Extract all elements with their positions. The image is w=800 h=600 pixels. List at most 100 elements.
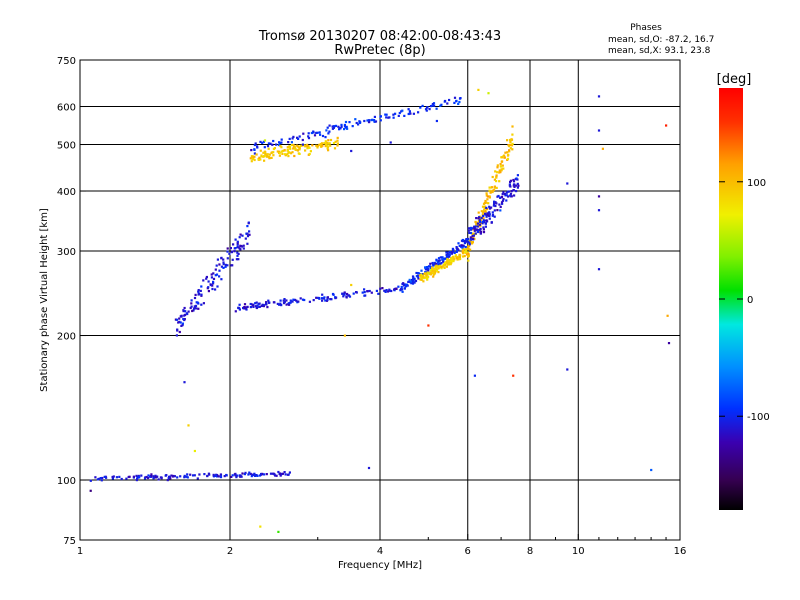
data-point [185,475,188,478]
data-point [217,475,220,478]
data-point [289,301,292,304]
data-point [269,472,273,475]
data-point [247,473,250,476]
data-point [203,473,206,476]
data-point [282,299,285,302]
data-point [278,152,281,155]
data-point [262,155,265,158]
data-point [511,142,514,145]
data-point [410,282,413,285]
y-tick-label: 400 [57,187,76,198]
data-point [291,300,294,303]
data-point [202,302,205,305]
data-point [409,280,412,283]
data-point [430,266,434,269]
data-point [455,249,459,252]
data-point [325,142,328,145]
data-point [424,268,427,271]
data-point [324,145,327,148]
y-tick-label: 600 [57,103,76,114]
data-point [216,258,219,261]
data-point [267,142,270,145]
data-point [318,143,321,146]
data-point [186,476,189,479]
data-point [453,251,456,254]
data-point [267,299,270,302]
data-point [214,288,217,291]
data-point [207,280,210,283]
data-point [402,284,405,287]
data-point [459,254,462,257]
data-point [445,265,448,268]
data-point [262,304,266,307]
data-point [417,111,420,114]
data-point [105,476,108,479]
data-point [296,149,299,152]
y-axis-label: Stationary phase Virtual Height [km] [39,208,50,392]
data-point [498,171,501,174]
data-point [178,330,181,334]
data-point [226,264,229,267]
data-point [441,265,445,268]
data-point [208,473,211,476]
data-point [437,263,440,267]
data-point [135,474,138,477]
data-point [211,284,214,287]
data-point [488,186,491,189]
data-point [471,227,474,230]
data-point [283,300,286,304]
data-point [277,150,281,153]
data-point [327,149,330,152]
data-point [152,475,155,478]
data-point [501,156,504,159]
data-point [293,298,297,301]
data-point [431,261,434,265]
data-point [285,299,288,302]
data-point [264,153,267,156]
data-point [343,128,346,131]
data-point [212,277,216,280]
data-point [460,245,463,248]
data-point [505,191,508,194]
data-point [288,145,291,148]
data-point [442,263,446,266]
data-point [111,475,114,479]
data-point [503,156,506,159]
data-point [318,131,321,134]
data-point [355,121,358,125]
data-point [214,268,217,271]
data-point [255,306,259,310]
data-point [279,472,282,475]
data-point [222,266,225,269]
data-point [359,121,362,124]
data-point [335,296,338,299]
data-point [193,307,196,310]
data-point [474,225,477,228]
data-point [207,286,210,289]
data-point [196,301,199,304]
data-point [397,285,400,288]
data-point [496,209,499,212]
data-point [185,312,188,315]
data-point [302,132,305,135]
data-point [495,174,498,177]
data-point [456,258,459,261]
data-point [367,121,371,124]
data-point [254,302,257,305]
data-point [435,119,438,123]
colorbar-tick-label: 0 [747,295,753,306]
data-point [348,295,352,298]
data-point [443,266,446,269]
data-point [306,143,309,146]
data-point [198,293,201,296]
data-point [443,257,446,260]
colorbar-tick-label: -100 [747,412,770,423]
data-point [506,151,509,154]
data-point [301,143,304,146]
data-point [412,276,415,279]
data-point [243,473,246,476]
data-point [230,264,233,267]
data-point [463,241,466,245]
data-point [431,104,434,107]
